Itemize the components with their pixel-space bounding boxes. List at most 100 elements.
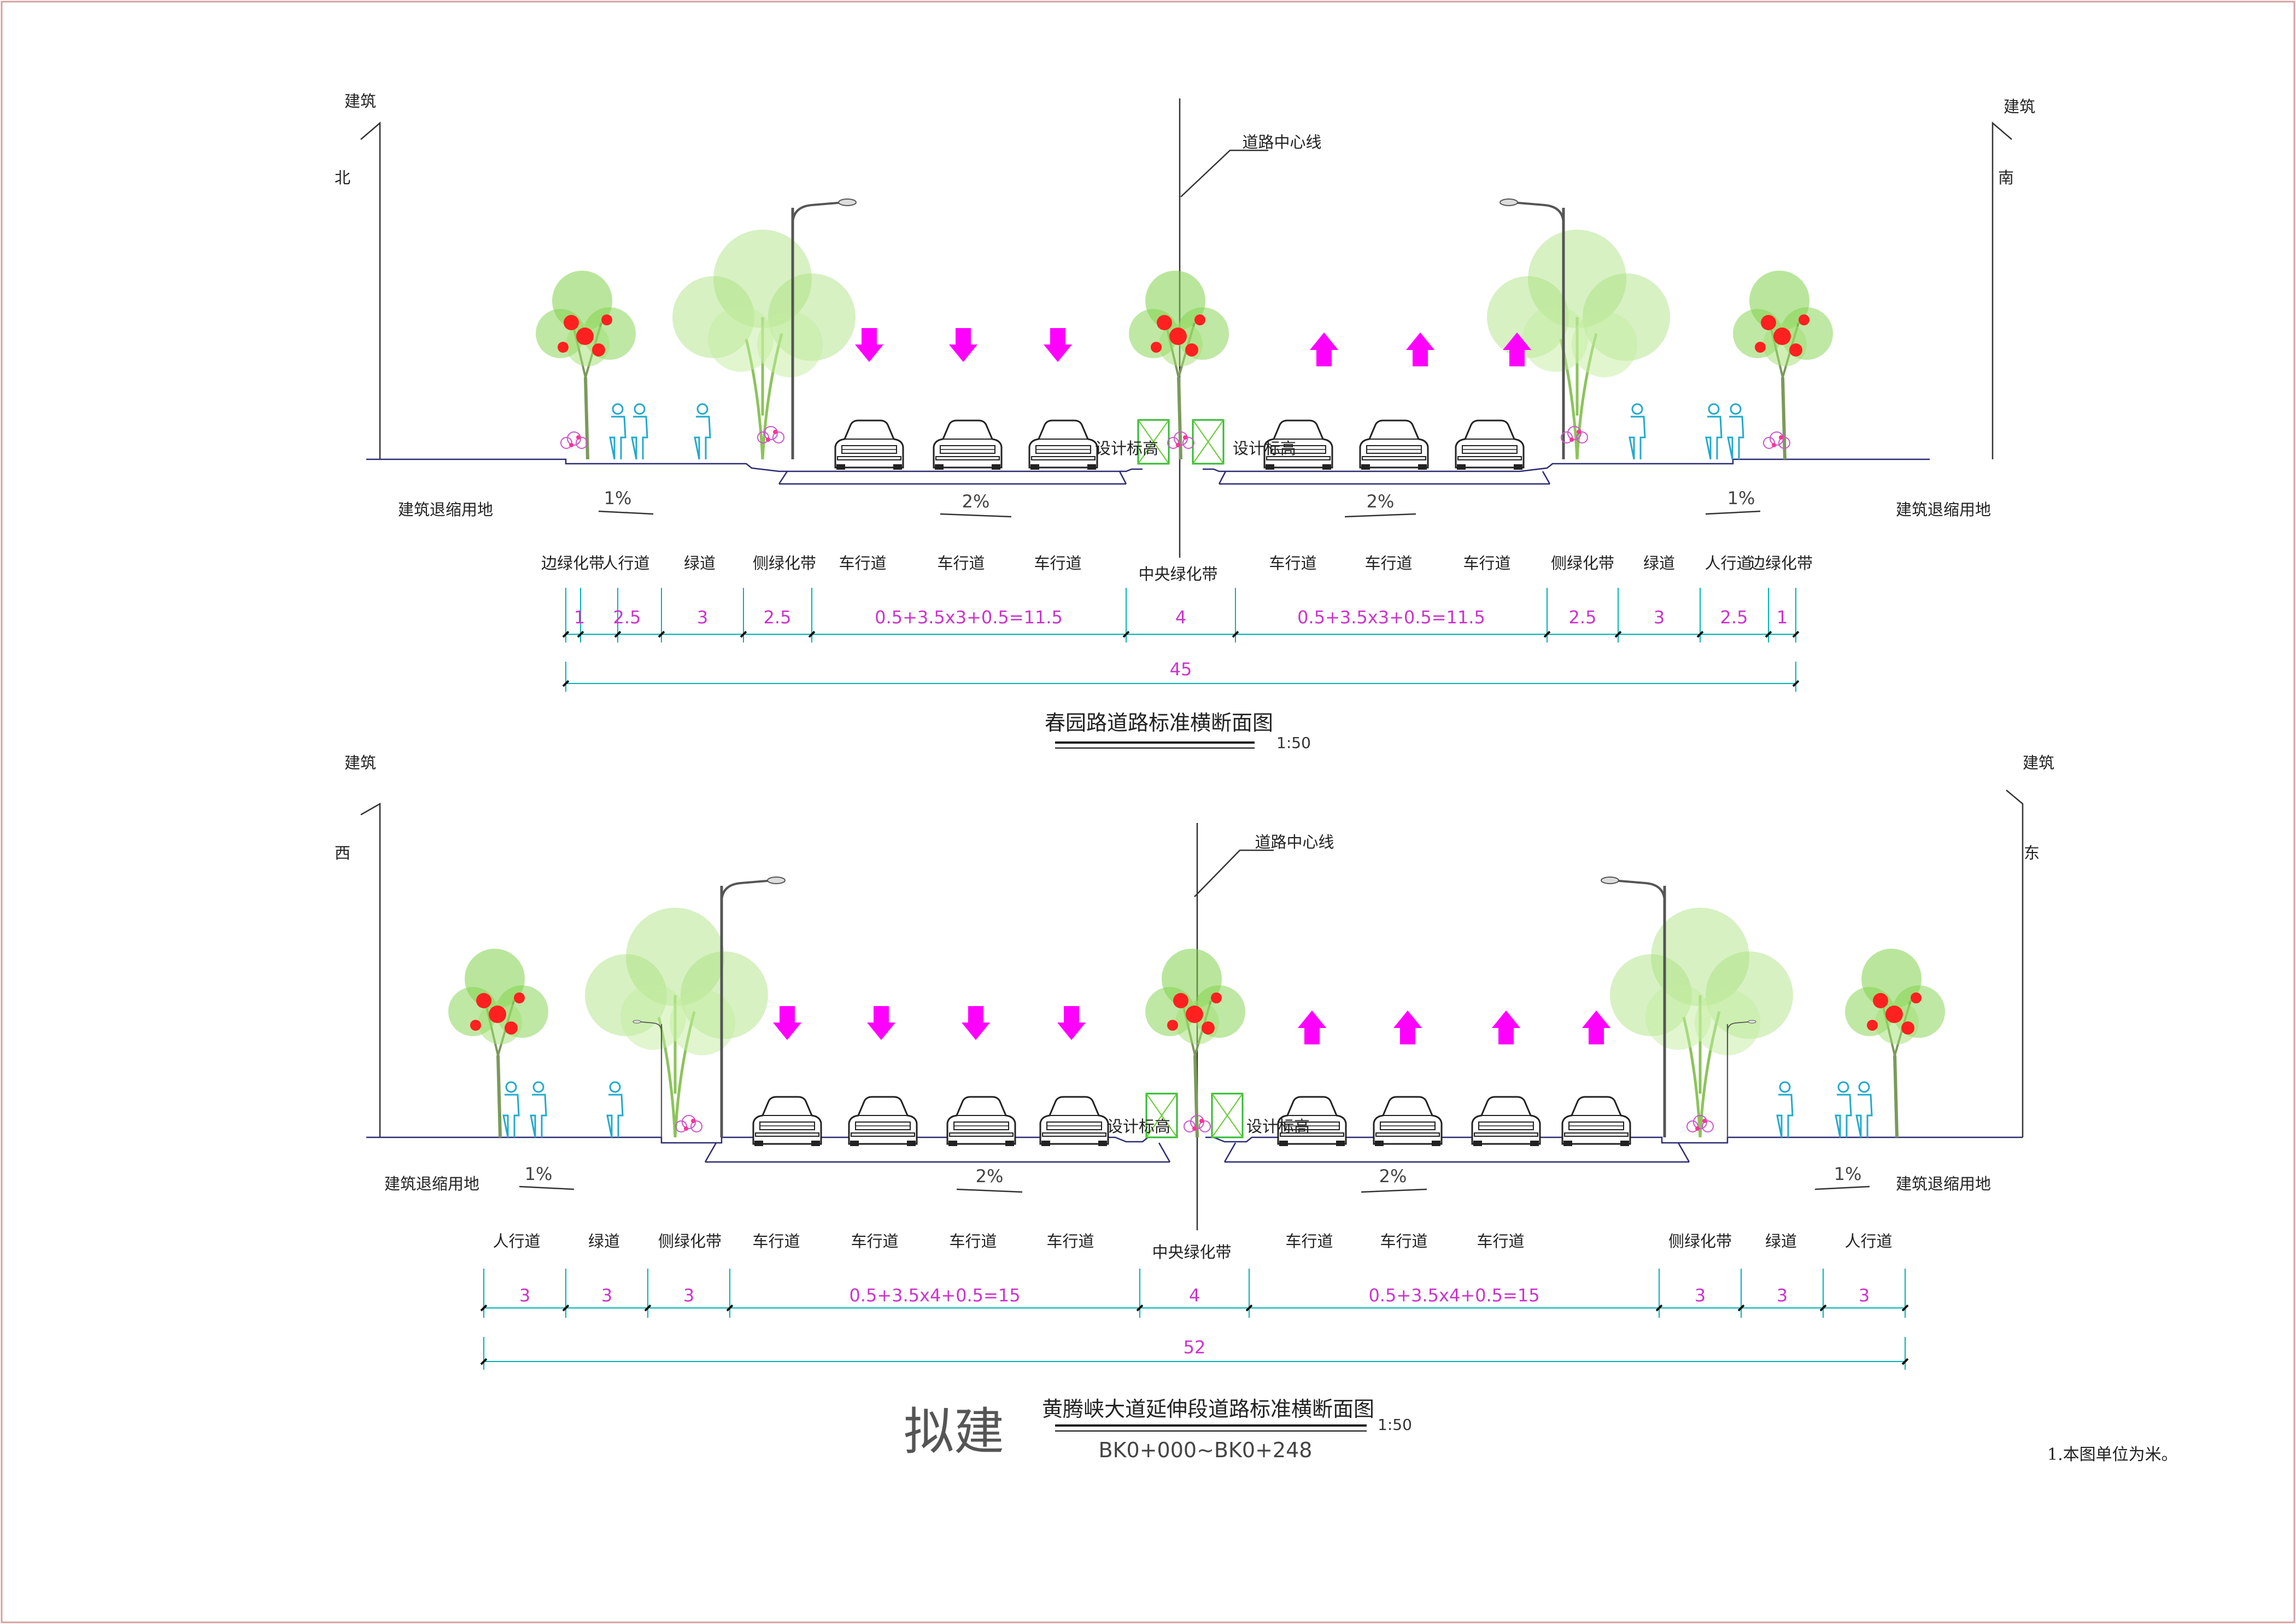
zone-label: 车行道 [1285, 1232, 1333, 1251]
arrow-down-icon [1057, 1006, 1086, 1040]
arrow-up-icon [1406, 332, 1434, 366]
tree-icon [1129, 271, 1229, 459]
tree-icon [536, 271, 636, 459]
zone-label: 车行道 [937, 554, 985, 573]
dim-value: 3 [1859, 1285, 1870, 1306]
zone-label: 绿道 [588, 1232, 620, 1251]
arrow-down-icon [962, 1006, 990, 1040]
dim-value: 3 [1654, 607, 1665, 628]
zone-label: 绿道 [1643, 554, 1675, 573]
pedestrian-icon [502, 1081, 520, 1138]
dim-value: 3 [519, 1285, 530, 1306]
design-elevation-label: 设计标高 [1233, 439, 1296, 458]
zone-label: 车行道 [1034, 554, 1081, 573]
pedestrian-icon [1705, 403, 1723, 460]
zone-label: 人行道 [493, 1232, 540, 1251]
car-icon [933, 419, 1003, 471]
setback-label-left: 建筑退缩用地 [398, 500, 493, 519]
arrow-up-icon [1310, 332, 1338, 366]
dim-value: 4 [1189, 1285, 1200, 1306]
zone-label: 车行道 [1046, 1232, 1094, 1251]
zone-label: 边绿化带 [1749, 554, 1813, 573]
arrow-up-icon [1393, 1010, 1422, 1044]
pedestrian-icon [1629, 403, 1646, 460]
zone-label: 侧绿化带 [1668, 1232, 1732, 1251]
pedestrian-icon [1727, 403, 1744, 460]
status-label: 拟建 [904, 1403, 1004, 1461]
zone-label: 侧绿化带 [1551, 554, 1614, 573]
building-label-left: 建筑 [344, 753, 376, 772]
car-icon [1359, 419, 1429, 471]
building-label-right: 建筑 [2004, 97, 2035, 116]
car-icon [1455, 419, 1525, 471]
zone-label: 人行道 [1705, 554, 1752, 573]
zone-label: 绿道 [684, 554, 716, 573]
arrow-down-icon [773, 1006, 801, 1040]
slope-road-right: 2% [1367, 491, 1395, 512]
zone-label: 人行道 [602, 554, 649, 573]
pedestrian-icon [1855, 1081, 1873, 1138]
pedestrian-icon [606, 1081, 624, 1138]
dim-value: 3 [601, 1285, 612, 1306]
car-icon [1373, 1096, 1443, 1147]
direction-left: 北 [335, 168, 350, 187]
tree-icon [1733, 271, 1833, 459]
unit-note: 1.本图单位为米。 [2047, 1445, 2178, 1464]
design-elevation-label: 设计标高 [1095, 439, 1158, 458]
section-title: 黄腾峡大道延伸段道路标准横断面图 [1042, 1397, 1374, 1421]
dim-value: 3 [683, 1285, 694, 1306]
arrow-down-icon [949, 328, 977, 362]
zone-label: 车行道 [1269, 554, 1316, 573]
planter-icon [1192, 419, 1225, 465]
zone-label: 车行道 [1477, 1232, 1524, 1251]
setback-label-right: 建筑退缩用地 [1896, 1175, 1991, 1193]
direction-right: 南 [1998, 168, 2014, 187]
design-elevation-label: 设计标高 [1246, 1117, 1310, 1136]
tree-icon [672, 230, 856, 459]
dim-value: 1 [574, 607, 585, 628]
building-label-left: 建筑 [344, 92, 376, 110]
arrow-up-icon [1492, 1010, 1520, 1044]
dim-value: 2.5 [1720, 607, 1748, 628]
zone-label: 车行道 [839, 554, 886, 573]
zone-label: 车行道 [1463, 554, 1510, 573]
car-icon [946, 1096, 1016, 1147]
car-icon [1561, 1096, 1631, 1147]
zone-label: 侧绿化带 [753, 554, 816, 573]
shrub-icon [675, 1115, 702, 1132]
dim-total: 45 [1170, 659, 1192, 680]
setback-label-right: 建筑退缩用地 [1896, 500, 1991, 519]
section-title: 春园路道路标准横断面图 [1045, 711, 1273, 735]
zone-label: 边绿化带 [541, 554, 605, 573]
design-elevation-label: 设计标高 [1107, 1117, 1170, 1136]
pedestrian-icon [1835, 1081, 1852, 1138]
setback-label-left: 建筑退缩用地 [384, 1175, 479, 1193]
pedestrian-icon [694, 403, 711, 460]
zone-label: 中央绿化带 [1152, 1243, 1231, 1261]
centerline-label: 道路中心线 [1242, 133, 1321, 151]
zone-label: 车行道 [752, 1232, 800, 1251]
pedestrian-icon [609, 403, 626, 460]
section-2-huangtengxia-avenue: 建筑 建筑 西 东 道路中心线 [335, 753, 2054, 1462]
tree-icon [585, 908, 768, 1137]
car-icon [1039, 1096, 1109, 1147]
dim-value: 0.5+3.5x3+0.5=11.5 [875, 607, 1063, 628]
zone-label: 车行道 [1364, 554, 1412, 573]
arrow-up-icon [1582, 1010, 1610, 1044]
dim-value: 0.5+3.5x4+0.5=15 [849, 1285, 1020, 1306]
dim-value: 1 [1777, 607, 1788, 628]
zone-labels: 人行道 绿道 侧绿化带 车行道 车行道 车行道 车行道 中央绿化带 车行道 车行… [493, 1232, 1892, 1261]
slope-road-left: 2% [962, 491, 990, 512]
dimension-chain: 1 2.5 3 2.5 0.5+3.5x3+0.5=11.5 4 0.5+3.5… [562, 588, 1800, 692]
slope-right: 1% [1834, 1164, 1862, 1184]
tree-icon [1610, 908, 1793, 1137]
zone-label: 车行道 [949, 1232, 997, 1251]
zone-label: 人行道 [1844, 1232, 1892, 1251]
dim-value: 3 [1777, 1285, 1788, 1306]
direction-left: 西 [335, 844, 350, 862]
arrow-down-icon [867, 1006, 895, 1040]
dim-value: 0.5+3.5x4+0.5=15 [1368, 1285, 1539, 1306]
zone-label: 侧绿化带 [658, 1232, 722, 1251]
